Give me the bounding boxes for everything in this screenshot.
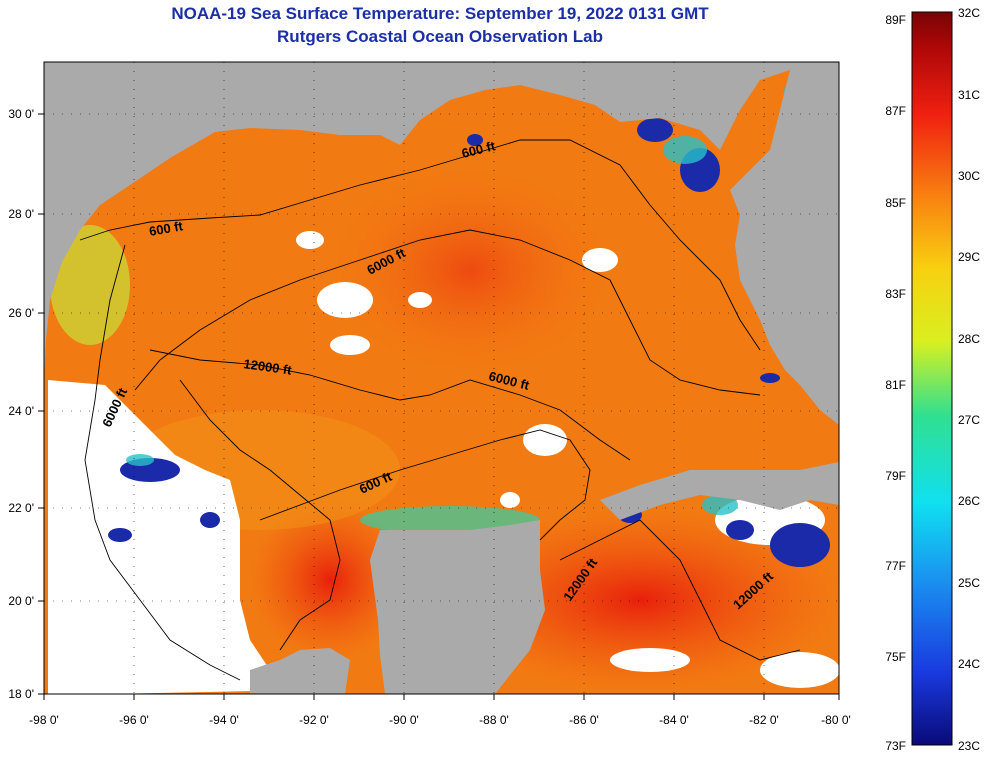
lon-tick-label: -94 0' (209, 713, 239, 727)
bay-of-campeche-warm-water (250, 500, 410, 660)
colorbar-c-label: 26C (958, 494, 980, 508)
axis-ticks (38, 113, 840, 700)
colorbar-f-label: 73F (885, 739, 906, 753)
texas-shelf-cool-water (50, 225, 130, 345)
contour-label: 600 ft (148, 218, 185, 239)
lon-tick-label: -82 0' (749, 713, 779, 727)
colorbar-f-label: 83F (885, 287, 906, 301)
colorbar-f-label: 85F (885, 196, 906, 210)
lon-tick-label: -98 0' (29, 713, 59, 727)
map-subtitle: Rutgers Coastal Ocean Observation Lab (277, 27, 603, 46)
lon-tick-label: -80 0' (821, 713, 851, 727)
colorbar-c-label: 25C (958, 576, 980, 590)
longitude-labels: -98 0' -96 0' -94 0' -92 0' -90 0' -88 0… (29, 713, 851, 727)
loop-current-eddy (320, 160, 620, 380)
contour-600ft-campeche (259, 429, 591, 541)
colorbar-c-label: 29C (958, 250, 980, 264)
lat-tick-label: 30 0' (8, 107, 34, 121)
land (44, 62, 839, 694)
lat-tick-label: 20 0' (8, 594, 34, 608)
colorbar-c-label: 31C (958, 88, 980, 102)
colorbar-celsius-labels: 32C 31C 30C 29C 28C 27C 26C 25C 24C 23C (958, 6, 980, 753)
colorbar-c-label: 24C (958, 657, 980, 671)
cold-patches (108, 118, 830, 664)
colorbar-c-label: 28C (958, 332, 980, 346)
colorbar-fahrenheit-labels: 89F 87F 85F 83F 81F 79F 77F 75F 73F (885, 13, 906, 753)
colorbar-f-label: 87F (885, 104, 906, 118)
graticule (44, 62, 839, 694)
lat-tick-label: 28 0' (8, 207, 34, 221)
lat-tick-label: 24 0' (8, 404, 34, 418)
lon-tick-label: -92 0' (299, 713, 329, 727)
contour-12000ft-caribbean (559, 519, 801, 661)
lon-tick-label: -90 0' (389, 713, 419, 727)
lon-tick-label: -96 0' (119, 713, 149, 727)
lon-tick-label: -88 0' (479, 713, 509, 727)
contour-600ft-north (79, 139, 761, 351)
colorbar (911, 11, 953, 746)
lat-tick-label: 22 0' (8, 501, 34, 515)
lat-tick-label: 18 0' (8, 687, 34, 701)
colorbar-c-label: 23C (958, 739, 980, 753)
plot-frame (43, 61, 840, 695)
contour-6000ft-west (179, 379, 341, 651)
bathymetry-contours (79, 139, 801, 681)
lat-tick-label: 26 0' (8, 306, 34, 320)
contour-600ft-west (84, 244, 241, 681)
colorbar-f-label: 89F (885, 13, 906, 27)
lon-tick-label: -86 0' (569, 713, 599, 727)
contour-12000ft (149, 349, 631, 461)
colorbar-c-label: 30C (958, 169, 980, 183)
contour-6000ft (134, 229, 761, 396)
colorbar-f-label: 81F (885, 378, 906, 392)
lon-tick-label: -84 0' (659, 713, 689, 727)
colorbar-f-label: 77F (885, 559, 906, 573)
colorbar-f-label: 75F (885, 650, 906, 664)
latitude-labels: 30 0' 28 0' 26 0' 24 0' 22 0' 20 0' 18 0… (8, 107, 34, 701)
colorbar-c-label: 27C (958, 413, 980, 427)
colorbar-c-label: 32C (958, 6, 980, 20)
contour-label: 12000 ft (243, 356, 294, 378)
map-title: NOAA-19 Sea Surface Temperature: Septemb… (171, 4, 709, 23)
colorbar-f-label: 79F (885, 469, 906, 483)
